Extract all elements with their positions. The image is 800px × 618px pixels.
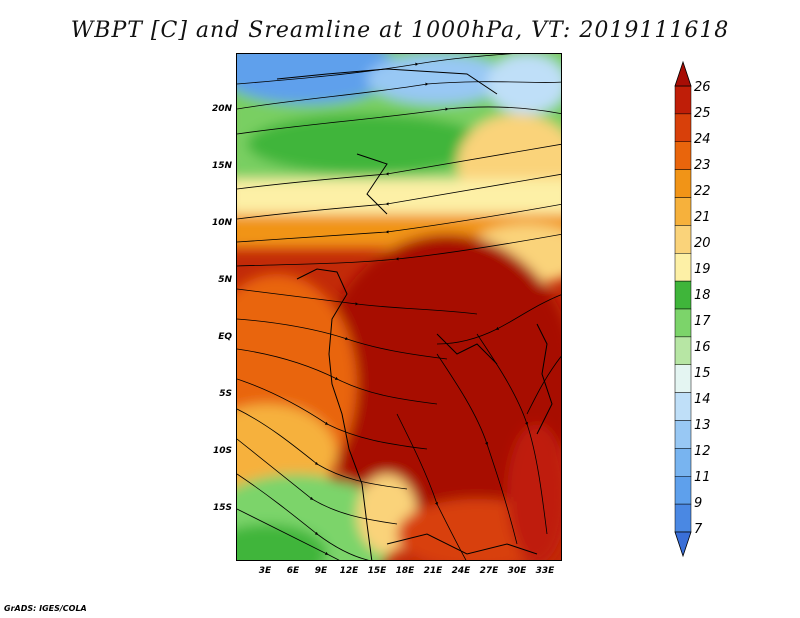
lon-label-6e: 6E xyxy=(286,566,300,576)
colorbar-segment xyxy=(674,141,692,170)
lon-label-15e: 15E xyxy=(367,566,387,576)
grads-credit: GrADS: IGES/COLA xyxy=(4,604,87,613)
colorbar-label-25: 25 xyxy=(694,106,711,121)
colorbar-label-18: 18 xyxy=(694,288,711,303)
lon-label-33e: 33E xyxy=(535,566,555,576)
colorbar-label-11: 11 xyxy=(694,470,711,485)
lon-label-24e: 24E xyxy=(451,566,471,576)
west-coast xyxy=(296,268,373,560)
lat-label-20n: 20N xyxy=(211,104,232,114)
streamline xyxy=(237,408,408,490)
colorbar-label-12: 12 xyxy=(694,444,711,459)
colorbar-segment xyxy=(674,364,692,393)
congo-border xyxy=(436,333,498,365)
streamline xyxy=(237,173,561,220)
streamline xyxy=(237,318,448,360)
field-nw-blue xyxy=(237,54,397,104)
streamline xyxy=(237,348,438,405)
streamline xyxy=(237,378,428,450)
colorbar-label-21: 21 xyxy=(694,210,711,225)
colorbar-segment xyxy=(674,308,692,338)
streamline xyxy=(237,143,561,190)
colorbar-segments xyxy=(674,85,692,533)
lon-label-3e: 3E xyxy=(258,566,272,576)
south-border xyxy=(386,533,538,555)
colorbar-segment xyxy=(674,169,692,198)
streamline xyxy=(237,473,370,560)
field-sahel-green xyxy=(247,114,487,174)
colorbar-segment xyxy=(674,336,692,365)
colorbar-segment xyxy=(674,197,692,226)
colorbar-segment xyxy=(674,253,692,282)
streamline xyxy=(237,81,561,110)
streamline xyxy=(237,106,561,135)
colorbar-segment xyxy=(674,280,692,310)
colorbar-segment xyxy=(674,392,692,421)
colorbar-label-22: 22 xyxy=(694,184,711,199)
colorbar-segment xyxy=(674,113,692,142)
chart-title: WBPT [C] and Sreamline at 1000hPa, VT: 2… xyxy=(70,18,730,43)
colorbar-segment xyxy=(674,420,692,449)
field-core-red xyxy=(317,234,561,534)
map-panel xyxy=(236,53,562,561)
colorbar-top-arrow xyxy=(674,60,692,87)
colorbar-label-17: 17 xyxy=(694,314,711,329)
lake-chad-border xyxy=(356,153,388,215)
lat-label-eq: EQ xyxy=(218,332,232,342)
lat-label-5s: 5S xyxy=(219,389,232,399)
lon-label-18e: 18E xyxy=(395,566,415,576)
colorbar-label-20: 20 xyxy=(694,236,711,251)
colorbar-label-24: 24 xyxy=(694,132,711,147)
colorbar-label-14: 14 xyxy=(694,392,711,407)
field-n-lightblue xyxy=(367,54,507,104)
streamline xyxy=(237,508,340,560)
colorbar-label-23: 23 xyxy=(694,158,711,173)
lat-label-10n: 10N xyxy=(211,218,232,228)
field-se-red xyxy=(507,424,561,560)
streamline xyxy=(436,353,518,545)
colorbar-segment xyxy=(674,448,692,477)
lon-label-12e: 12E xyxy=(339,566,359,576)
streamline xyxy=(237,233,561,267)
lat-label-15s: 15S xyxy=(212,503,232,513)
colorbar-label-26: 26 xyxy=(694,80,711,95)
streamline xyxy=(237,203,561,243)
lon-label-21e: 21E xyxy=(423,566,443,576)
east-lakes xyxy=(536,323,553,435)
streamline xyxy=(436,294,561,345)
lon-label-30e: 30E xyxy=(507,566,527,576)
streamline xyxy=(396,413,467,560)
streamline xyxy=(526,355,561,415)
colorbar-label-9: 9 xyxy=(694,496,703,511)
colorbar-label-16: 16 xyxy=(694,340,711,355)
colorbar-label-19: 19 xyxy=(694,262,711,277)
streamline xyxy=(476,333,548,535)
colorbar-label-15: 15 xyxy=(694,366,711,381)
field-ne-lightblue xyxy=(487,54,561,114)
streamline xyxy=(237,288,478,315)
lat-label-15n: 15N xyxy=(211,161,232,171)
lat-label-5n: 5N xyxy=(218,275,232,285)
colorbar-label-7: 7 xyxy=(694,522,703,537)
colorbar-segment xyxy=(674,225,692,254)
streamline xyxy=(237,438,398,525)
colorbar-segment xyxy=(674,503,692,533)
streamline xyxy=(237,54,513,85)
colorbar xyxy=(674,60,692,558)
lon-label-27e: 27E xyxy=(479,566,499,576)
wbpt-field xyxy=(237,54,561,560)
field-south-darkgreen xyxy=(237,524,327,560)
streamlines xyxy=(237,54,561,560)
field-yellow-belt xyxy=(237,179,561,219)
colorbar-segment xyxy=(674,476,692,505)
colorbar-bottom-arrow xyxy=(674,531,692,558)
colorbar-segment xyxy=(674,85,692,115)
colorbar-label-13: 13 xyxy=(694,418,711,433)
lat-label-10s: 10S xyxy=(212,446,232,456)
lon-label-9e: 9E xyxy=(314,566,328,576)
